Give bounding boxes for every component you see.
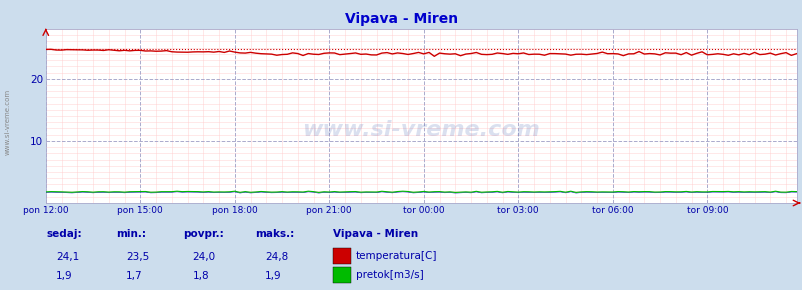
Text: Vipava - Miren: Vipava - Miren [345,12,457,26]
Text: maks.:: maks.: [255,229,294,239]
Text: 1,8: 1,8 [192,271,209,281]
Text: povpr.:: povpr.: [183,229,224,239]
Text: sedaj:: sedaj: [47,229,82,239]
Text: www.si-vreme.com: www.si-vreme.com [5,89,11,155]
Text: 23,5: 23,5 [126,253,149,262]
Text: temperatura[C]: temperatura[C] [355,251,436,261]
Text: 24,8: 24,8 [265,253,288,262]
Text: 1,9: 1,9 [265,271,282,281]
Text: 1,7: 1,7 [126,271,143,281]
Text: 1,9: 1,9 [56,271,73,281]
Text: 24,0: 24,0 [192,253,216,262]
Text: 24,1: 24,1 [56,253,79,262]
Text: min.:: min.: [116,229,146,239]
Text: pretok[m3/s]: pretok[m3/s] [355,270,423,280]
Text: www.si-vreme.com: www.si-vreme.com [302,120,540,140]
Text: Vipava - Miren: Vipava - Miren [333,229,418,239]
